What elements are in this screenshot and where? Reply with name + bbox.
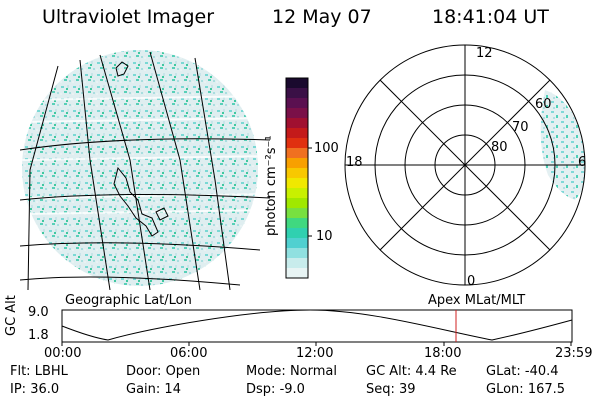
colorbar-band [286,88,308,99]
status-glon: GLon: 167.5 [486,382,566,397]
mlt-label-6: 6 [578,155,587,170]
timeline-xtick-3: 18:00 [424,346,462,361]
geographic-label: Geographic Lat/Lon [65,293,192,308]
status-filter: Flt: LBHL [10,364,68,379]
status-door: Door: Open [126,364,201,379]
colorbar-band [286,248,308,259]
mlat-label-70: 70 [512,120,529,135]
colorbar-band [286,128,308,139]
status-gc-alt: GC Alt: 4.4 Re [366,364,457,379]
colorbar-band [286,178,308,189]
timeline-xtick-4: 23:59 [555,346,593,361]
colorbar-band [286,208,308,219]
mlat-label-60: 60 [535,97,552,112]
timeline-xtick-0: 00:00 [44,346,82,361]
timeline-xtick-1: 06:00 [170,346,208,361]
mlt-label-0: 0 [467,274,476,289]
mlt-label-12: 12 [476,46,493,61]
colorbar-band [286,188,308,199]
status-glat: GLat: -40.4 [486,364,559,379]
colorbar-band [286,168,308,179]
time-label: 18:41:04 UT [432,6,549,28]
instrument-title: Ultraviolet Imager [42,6,215,28]
timeline-axis-title: GC Alt [4,295,19,336]
polar-grid [344,44,586,286]
colorbar-band [286,118,308,129]
colorbar-band [286,238,308,249]
colorbar-band [286,78,308,89]
timeline-ytick-low: 1.8 [28,328,49,343]
status-mode: Mode: Normal [246,364,337,379]
colorbar-band [286,218,308,229]
colorbar-band [286,148,308,159]
status-ip: IP: 36.0 [10,382,60,397]
timeline-ytick-high: 9.0 [28,305,49,320]
auroral-emission [540,90,585,200]
colorbar-band [286,98,308,109]
colorbar-band [286,198,308,209]
date-label: 12 May 07 [272,6,372,28]
colorbar-tick-10: 10 [316,229,333,244]
mlt-label-18: 18 [346,155,363,170]
status-seq: Seq: 39 [366,382,416,397]
colorbar-band [286,228,308,239]
polar-label: Apex MLat/MLT [428,293,526,308]
altitude-curve [61,309,573,341]
mlat-label-80: 80 [491,140,508,155]
coastline-outline [113,61,169,237]
colorbar-band [286,138,308,149]
colorbar-band [286,258,308,269]
timeline-xtick-2: 12:00 [296,346,334,361]
colorbar-band [286,268,308,279]
colorbar-tick-100: 100 [314,141,339,156]
status-gain: Gain: 14 [126,382,181,397]
status-dsp: Dsp: -9.0 [246,382,305,397]
lat-lon-grid [20,51,270,290]
colorbar-band [286,158,308,169]
colorbar-band [286,108,308,119]
